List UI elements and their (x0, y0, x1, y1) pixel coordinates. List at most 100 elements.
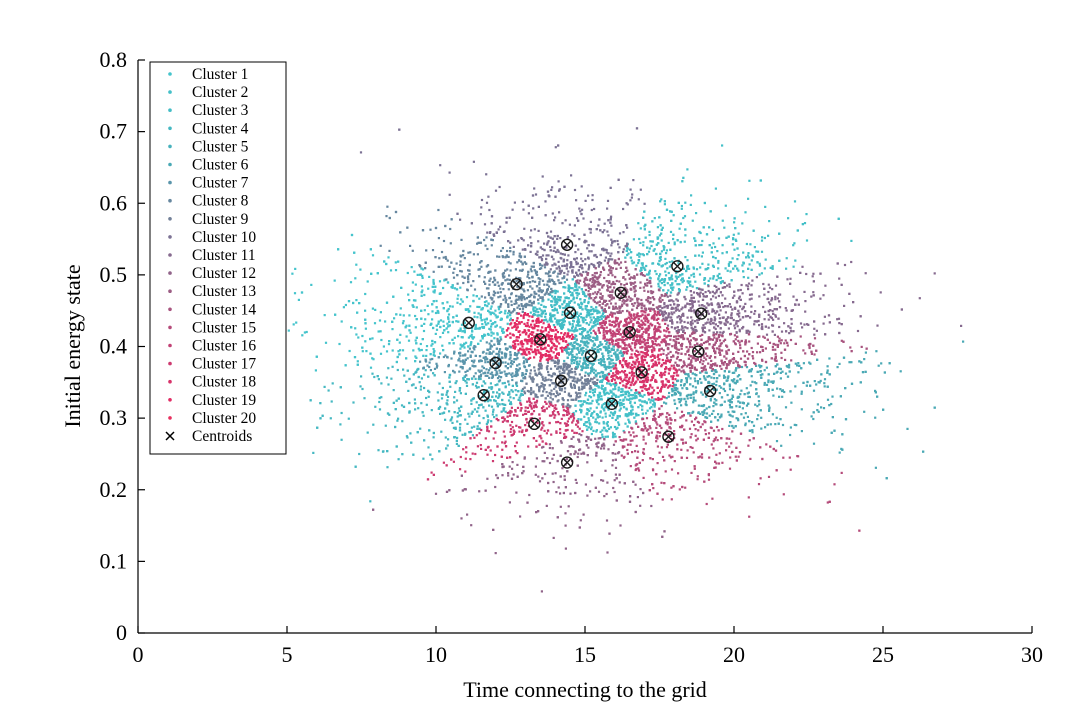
data-point (848, 361, 851, 364)
data-point (731, 394, 734, 397)
data-point (695, 287, 699, 290)
data-point (702, 375, 706, 378)
data-point (757, 395, 760, 398)
data-point (760, 365, 763, 368)
data-point (610, 400, 613, 403)
data-point (555, 289, 558, 293)
data-point (584, 318, 587, 321)
data-point (742, 402, 745, 405)
data-point (585, 348, 588, 351)
data-point (551, 382, 554, 385)
data-point (385, 262, 388, 266)
data-point (399, 307, 402, 310)
data-point (462, 249, 465, 253)
data-point (536, 308, 539, 311)
data-point (585, 344, 588, 347)
data-point (496, 333, 499, 336)
data-point (452, 426, 456, 430)
data-point (548, 278, 551, 281)
data-point (474, 325, 477, 328)
data-point (618, 409, 621, 412)
data-point (705, 407, 708, 410)
data-point (737, 395, 740, 398)
data-point (588, 329, 592, 332)
data-point (553, 307, 557, 310)
data-point (675, 272, 678, 275)
data-point (510, 293, 513, 296)
data-point (523, 261, 526, 264)
data-point (575, 366, 578, 369)
data-point (495, 324, 498, 327)
data-point (499, 376, 503, 379)
data-point (505, 255, 508, 258)
data-point (515, 370, 518, 374)
data-point (506, 268, 509, 271)
data-point (684, 228, 687, 231)
data-point (581, 308, 584, 311)
data-point (593, 310, 596, 313)
data-point (524, 305, 527, 309)
data-point (526, 358, 529, 361)
data-point (456, 411, 459, 415)
data-point (742, 262, 745, 265)
data-point (566, 367, 569, 370)
data-point (659, 286, 662, 289)
data-point (595, 430, 598, 433)
data-point (693, 275, 696, 278)
data-point (602, 426, 606, 429)
data-point (544, 312, 547, 315)
data-point (459, 263, 462, 266)
data-point (477, 407, 480, 410)
data-point (761, 373, 764, 376)
data-point (596, 350, 599, 353)
data-point (457, 335, 460, 338)
data-point (559, 299, 562, 302)
data-point (698, 230, 701, 234)
cluster-points (521, 359, 599, 409)
data-point (324, 341, 328, 344)
data-point (556, 237, 559, 240)
data-point (575, 324, 578, 327)
data-point (517, 259, 521, 262)
data-point (641, 395, 644, 398)
data-point (549, 230, 553, 233)
data-point (488, 352, 491, 355)
data-point (508, 309, 511, 313)
data-point (606, 207, 609, 210)
data-point (573, 345, 576, 348)
data-point (622, 393, 625, 396)
data-point (734, 369, 737, 372)
data-point (408, 314, 411, 317)
data-point (446, 281, 450, 284)
data-point (439, 164, 442, 167)
data-point (888, 362, 891, 365)
data-point (757, 400, 761, 403)
data-point (596, 312, 599, 315)
data-point (383, 260, 386, 263)
data-point (584, 378, 587, 381)
data-point (501, 361, 504, 364)
data-point (614, 362, 617, 365)
data-point (563, 281, 566, 284)
data-point (717, 237, 721, 240)
data-point (358, 302, 361, 305)
data-point (745, 256, 748, 259)
data-point (538, 283, 541, 286)
data-point (392, 401, 395, 404)
data-point (461, 433, 464, 436)
data-point (399, 349, 402, 352)
data-point (536, 253, 539, 256)
data-point (673, 392, 677, 395)
data-point (538, 362, 541, 365)
data-point (669, 210, 672, 213)
data-point (599, 411, 602, 414)
data-point (433, 289, 436, 292)
data-point (573, 384, 576, 387)
data-point (428, 365, 431, 369)
data-point (499, 326, 502, 329)
data-point (576, 288, 579, 292)
data-point (574, 373, 577, 376)
data-point (347, 417, 350, 420)
data-point (587, 302, 590, 305)
data-point (747, 370, 751, 373)
